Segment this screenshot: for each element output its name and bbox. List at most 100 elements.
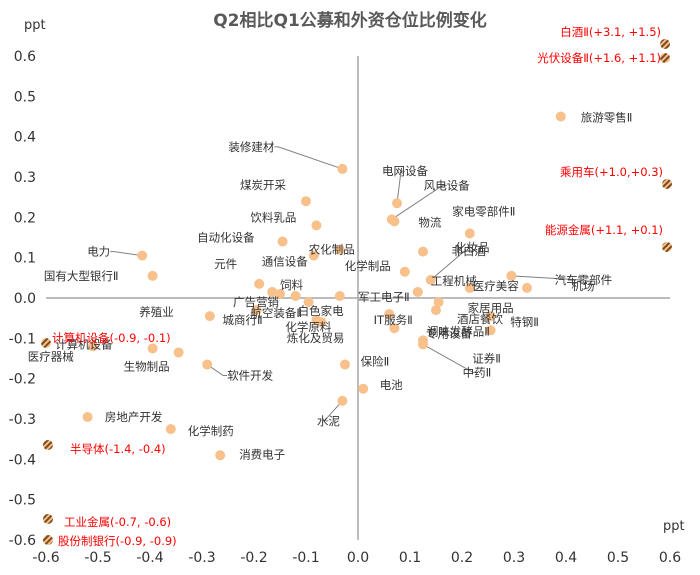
leader-line — [391, 184, 447, 220]
data-point — [334, 290, 345, 301]
point-label: 国有大型银行Ⅱ — [44, 269, 119, 283]
point-label: 汽车零部件 — [555, 273, 613, 287]
point-label: 医疗美容 — [473, 279, 519, 293]
point-label: 化妆品 — [455, 241, 490, 255]
data-point — [204, 311, 215, 322]
data-point — [301, 196, 311, 207]
point-label: 生物制品 — [124, 359, 170, 373]
y-tick-label: 0.4 — [14, 130, 36, 146]
outlier-label: 能源金属(+1.1, +0.1) — [545, 223, 663, 237]
y-tick-label: 0.3 — [14, 170, 36, 186]
outlier-markers: 白酒Ⅱ(+3.1, +1.5) 光伏设备Ⅱ(+1.6, +1.1) 乘用车(+1.0… — [41, 25, 672, 548]
data-point — [399, 266, 410, 277]
point-label: 农化制品 — [309, 243, 355, 257]
outlier-point — [43, 440, 53, 450]
point-label: 自动化设备 — [197, 231, 255, 245]
x-tick-label: 0.6 — [659, 550, 681, 566]
data-point — [340, 359, 350, 370]
tick-labels: -0.6 -0.5 -0.4 -0.3 -0.2 -0.1 0.0 0.1 0.2 0.3 0.4 0… — [9, 49, 682, 566]
point-label: 电网设备 — [382, 164, 428, 178]
point-label: 电池 — [380, 378, 403, 392]
data-point — [337, 163, 348, 174]
point-label: 计算机设备 — [55, 337, 113, 351]
data-point — [277, 236, 288, 247]
leader-line — [422, 343, 477, 373]
y-tick-label: -0.6 — [9, 533, 36, 549]
leader-line — [206, 364, 228, 377]
point-label: 房地产开发 — [105, 410, 163, 424]
y-tick-label: 0.1 — [14, 251, 36, 267]
data-point — [555, 111, 566, 122]
point-label: 软件开发 — [227, 369, 273, 383]
outlier-point — [43, 514, 53, 524]
x-tick-label: 0.4 — [555, 550, 577, 566]
point-label: 消费电子 — [239, 447, 285, 461]
y-tick-label: -0.3 — [9, 412, 36, 428]
leader-line — [110, 251, 143, 257]
point-label: 专用设备 — [426, 326, 472, 340]
point-label: 保险Ⅱ — [361, 355, 390, 369]
x-tick-label: -0.1 — [292, 550, 319, 566]
data-point — [431, 305, 441, 316]
outlier-label: 白酒Ⅱ(+3.1, +1.5) — [560, 25, 661, 39]
point-label: 元件 — [214, 257, 237, 271]
leader-lines — [110, 146, 584, 422]
y-tick-label: -0.2 — [9, 372, 36, 388]
data-point — [202, 359, 213, 370]
outlier-label: 股份制银行(-0.9, -0.9) — [58, 534, 177, 548]
data-point — [254, 278, 265, 289]
data-point — [425, 274, 436, 285]
data-point — [303, 297, 314, 308]
point-label: 证券Ⅱ — [472, 351, 501, 365]
outlier-point — [660, 39, 670, 49]
x-tick-label: 0.1 — [399, 550, 421, 566]
x-tick-label: -0.5 — [84, 550, 111, 566]
point-label: 旅游零售Ⅱ — [581, 111, 633, 125]
data-point — [147, 343, 158, 354]
outlier-point — [43, 535, 53, 545]
leader-line — [511, 275, 584, 281]
outlier-label: 工业金属(-0.7, -0.6) — [64, 515, 171, 529]
data-point — [485, 325, 496, 336]
data-point — [358, 383, 369, 394]
outlier-point — [660, 53, 670, 63]
x-tick-label: 0.5 — [607, 550, 629, 566]
leader-line — [274, 146, 343, 170]
data-point — [522, 282, 532, 293]
data-points — [82, 111, 566, 461]
point-label: 医疗器械 — [28, 349, 74, 363]
data-point — [251, 305, 262, 316]
leader-line — [396, 170, 405, 204]
point-label: 工程机械 — [431, 274, 477, 288]
point-label: 家居用品 — [468, 301, 514, 315]
data-point — [412, 286, 423, 297]
y-tick-label: 0.0 — [14, 291, 36, 307]
data-point — [275, 288, 285, 299]
x-tick-label: 0.3 — [503, 550, 525, 566]
chart-title: Q2相比Q1公募和外资仓位比例变化 — [213, 10, 487, 31]
data-point — [267, 286, 278, 297]
data-point — [485, 311, 496, 322]
point-label: 风电设备 — [424, 178, 470, 192]
point-label: 机场 — [572, 279, 595, 293]
data-point — [389, 216, 400, 227]
outlier-point — [41, 338, 51, 348]
y-tick-label: -0.5 — [9, 493, 36, 509]
x-tick-label: -0.4 — [136, 550, 163, 566]
point-label: 家电零部件Ⅱ — [452, 204, 515, 218]
y-tick-label: -0.4 — [9, 452, 36, 468]
point-label: 水泥 — [317, 414, 340, 428]
point-label: 通信设备 — [262, 255, 308, 269]
data-point — [334, 244, 345, 255]
point-label: 调味发酵品Ⅱ — [427, 324, 490, 338]
point-label: 养殖业 — [139, 305, 174, 319]
point-label: 特钢Ⅱ — [510, 315, 539, 329]
data-point — [87, 341, 98, 352]
point-label: IT服务Ⅱ — [374, 313, 413, 327]
leader-line — [323, 400, 343, 422]
point-label: 非白酒 — [452, 244, 487, 258]
data-point — [418, 246, 428, 257]
data-point — [165, 424, 176, 435]
